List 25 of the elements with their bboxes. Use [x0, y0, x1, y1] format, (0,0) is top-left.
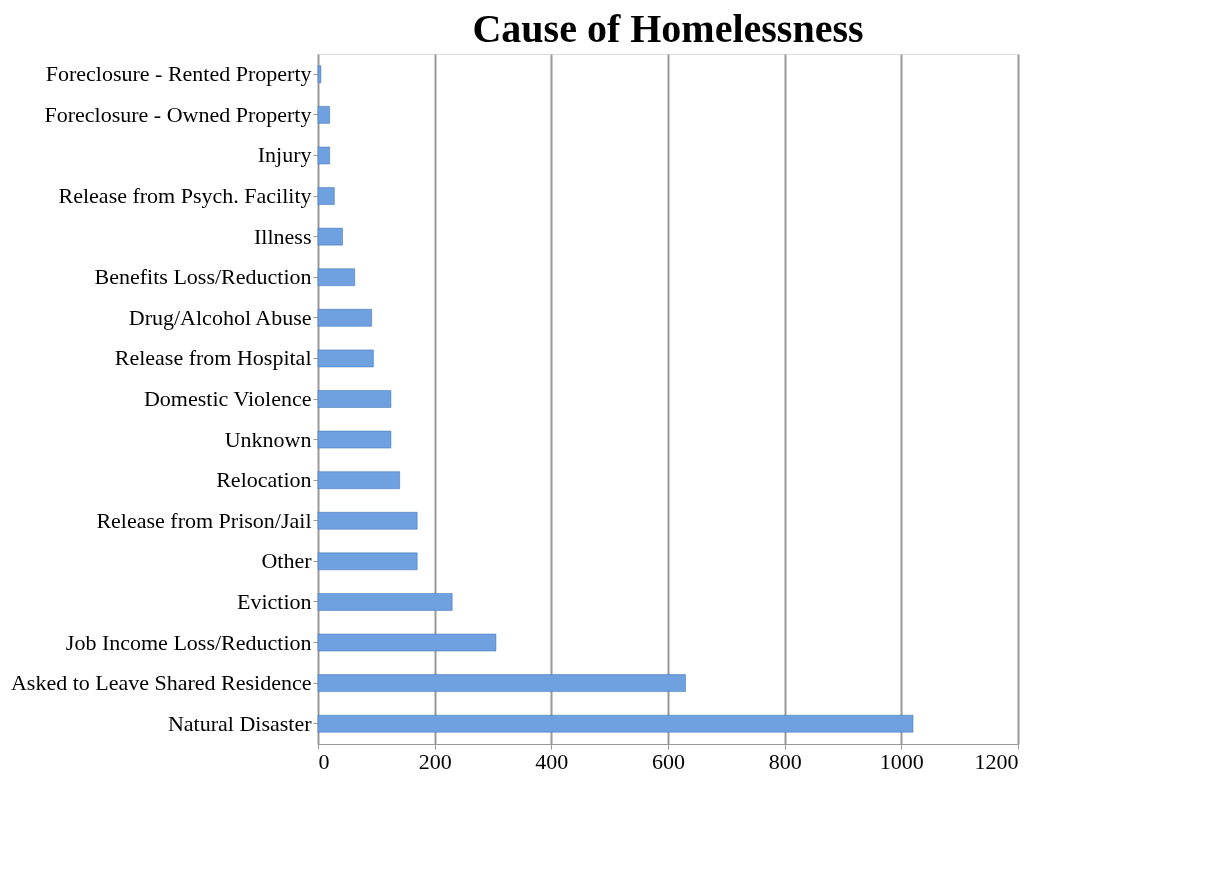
y-tick-label: Drug/Alcohol Abuse [128, 304, 312, 330]
y-tick-label: Release from Psych. Facility [58, 183, 312, 209]
y-tick-label: Foreclosure - Owned Property [44, 101, 312, 127]
x-tick-label: 1000 [879, 748, 924, 774]
y-tick-label: Benefits Loss/Reduction [94, 264, 312, 290]
x-tick-label: 800 [768, 748, 802, 774]
x-tick-label: 0 [318, 748, 330, 774]
y-tick-label: Unknown [224, 426, 312, 452]
x-tick-label: 1200 [974, 748, 1019, 774]
y-tick-label: Injury [257, 142, 312, 168]
y-tick-label: Domestic Violence [143, 386, 312, 411]
y-tick-label: Release from Prison/Jail [96, 507, 312, 533]
y-tick-label: Release from Hospital [114, 345, 312, 371]
y-tick-label: Eviction [236, 588, 312, 614]
y-tick-label: Other [261, 548, 313, 574]
y-tick-label: Job Income Loss/Reduction [65, 629, 312, 655]
y-tick-label: Foreclosure - Rented Property [45, 61, 312, 87]
x-tick-label: 600 [652, 748, 685, 774]
x-tick-label: 400 [535, 748, 569, 774]
y-tick-label: Illness [254, 223, 312, 249]
chart-title: Cause of Homelessness [472, 6, 864, 51]
y-tick-label: Asked to Leave Shared Residence [10, 670, 312, 696]
y-tick-label: Natural Disaster [167, 710, 313, 736]
x-tick-label: 200 [418, 748, 452, 774]
y-tick-label: Relocation [216, 467, 312, 493]
